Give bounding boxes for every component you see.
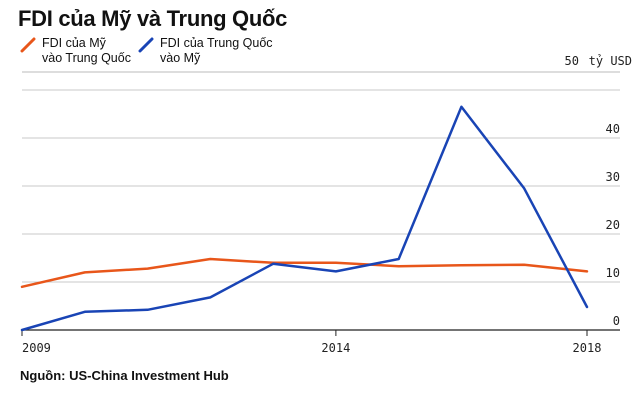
source-note: Nguồn: US-China Investment Hub [20,368,229,383]
legend-label-china-fdi: FDI của Trung Quốc vào Mỹ [160,36,273,65]
y-tick-label-50: 50 [565,54,579,68]
x-tick-label-2009: 2009 [22,341,51,355]
legend-swatch-china-icon [138,37,154,53]
y-tick-label-40: 40 [606,122,620,136]
x-tick-label-2014: 2014 [321,341,350,355]
y-tick-label-30: 30 [606,170,620,184]
legend-swatch-us-icon [20,37,36,53]
y-tick-label-0: 0 [613,314,620,328]
legend-item-china-fdi: FDI của Trung Quốc vào Mỹ [138,36,273,66]
chart-title: FDI của Mỹ và Trung Quốc [18,6,288,31]
series-line-china-fdi [20,105,589,332]
y-unit-label: tỷ USD [589,54,632,68]
legend-item-us-fdi: FDI của Mỹ vào Trung Quốc [20,36,131,66]
y-tick-label-10: 10 [606,266,620,280]
y-tick-label-20: 20 [606,218,620,232]
x-tick-label-2018: 2018 [573,341,602,355]
legend-label-us-fdi: FDI của Mỹ vào Trung Quốc [42,36,131,65]
series-line-us-fdi [20,257,589,289]
